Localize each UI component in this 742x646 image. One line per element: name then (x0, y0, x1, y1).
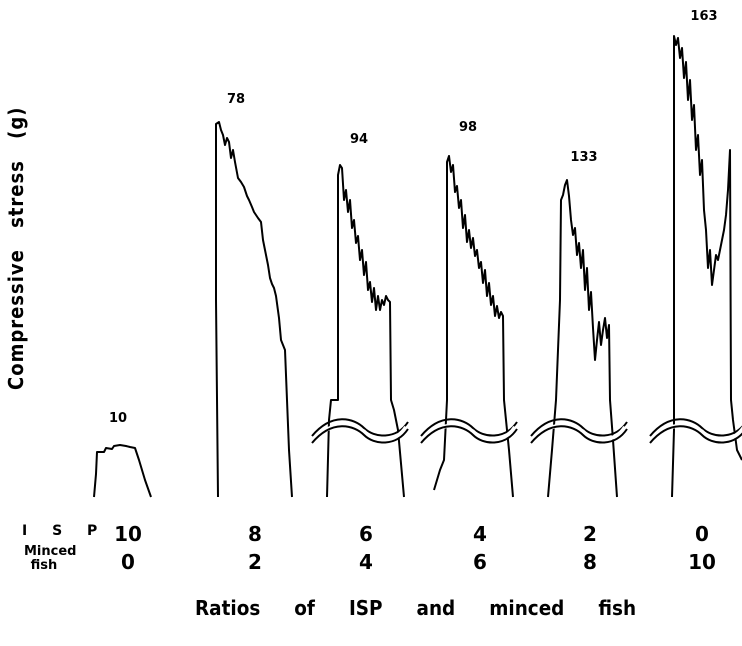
minced-fish-row-label: Minced fish (24, 544, 77, 573)
peak-label-0: 10 (109, 411, 127, 426)
isp-value-1: 8 (248, 522, 262, 546)
curve-series-5 (671, 35, 742, 498)
peak-label-2: 94 (350, 132, 368, 147)
axis-break-2-1 (311, 425, 409, 444)
peak-label-1: 78 (227, 92, 245, 107)
minced-fish-value-1: 2 (248, 550, 262, 574)
axis-break-5-0 (649, 418, 742, 437)
x-axis-label: Ratios of ISP and minced fish (195, 596, 637, 620)
labels-group: 10 10 0 78 8 2 94 6 4 98 4 6 133 2 8 163 0 10 (109, 9, 718, 574)
curve-series-4 (547, 179, 618, 498)
isp-value-0: 10 (114, 522, 142, 546)
axis-break-3-0 (420, 418, 518, 437)
peak-label-3: 98 (459, 120, 477, 135)
minced-fish-value-2: 4 (359, 550, 373, 574)
axis-break-3-1 (420, 425, 518, 444)
curve-series-0 (93, 444, 152, 498)
axis-break-4-1 (530, 425, 628, 444)
isp-row-label: I S P (22, 523, 108, 539)
isp-value-3: 4 (473, 522, 487, 546)
peak-label-4: 133 (570, 150, 597, 165)
peak-label-5: 163 (690, 9, 717, 24)
minced-fish-value-4: 8 (583, 550, 597, 574)
axis-break-5-1 (649, 425, 742, 444)
minced-fish-value-0: 0 (121, 550, 135, 574)
curve-series-2 (326, 164, 405, 498)
isp-value-5: 0 (695, 522, 709, 546)
curves-group (93, 35, 742, 498)
curve-series-3 (433, 155, 514, 498)
minced-fish-value-3: 6 (473, 550, 487, 574)
curve-series-1 (215, 121, 293, 498)
isp-value-4: 2 (583, 522, 597, 546)
isp-value-2: 6 (359, 522, 373, 546)
axis-break-2-0 (311, 418, 409, 437)
axis-break-gap-5 (650, 423, 742, 442)
axis-break-4-0 (530, 418, 628, 437)
minced-fish-value-5: 10 (688, 550, 716, 574)
